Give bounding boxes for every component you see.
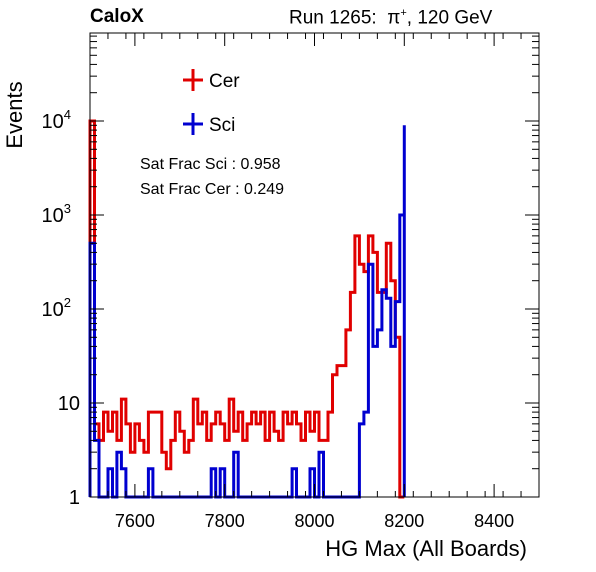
particle-symbol: π: [387, 7, 401, 29]
legend-cer-label: Cer: [209, 71, 240, 92]
y-tick-label: 10: [58, 393, 80, 415]
y-tick-label: 102: [42, 295, 71, 321]
legend: Cer Sci: [183, 69, 240, 136]
series-cer-line: [88, 119, 405, 499]
x-tick-label: 8400: [474, 511, 514, 531]
x-tick-label: 7600: [115, 511, 155, 531]
x-tick-label: 8200: [384, 511, 424, 531]
brand-label: CaloX: [90, 6, 144, 27]
run-label: Run 1265:: [289, 7, 377, 29]
y-tick-label: 103: [42, 201, 71, 227]
y-axis-label: Events: [2, 81, 27, 148]
tick-layer: 7600 7800 8000 8200 8400 1 10 102 103 104: [42, 33, 540, 531]
x-tick-label: 8000: [294, 511, 334, 531]
sat-frac-sci-label: Sat Frac Sci : 0.958: [140, 156, 281, 173]
particle-charge: +: [400, 7, 407, 19]
run-info: Run 1265: π+, 120 GeV: [289, 7, 492, 29]
y-tick-label: 104: [42, 107, 71, 133]
series-layer: [88, 119, 406, 499]
beam-energy: , 120 GeV: [406, 7, 493, 29]
x-axis-label: HG Max (All Boards): [325, 536, 527, 561]
sat-frac-cer-label: Sat Frac Cer : 0.249: [140, 181, 285, 198]
x-tick-label: 7800: [205, 511, 245, 531]
y-tick-label: 1: [69, 487, 80, 509]
legend-sci-label: Sci: [209, 115, 235, 136]
